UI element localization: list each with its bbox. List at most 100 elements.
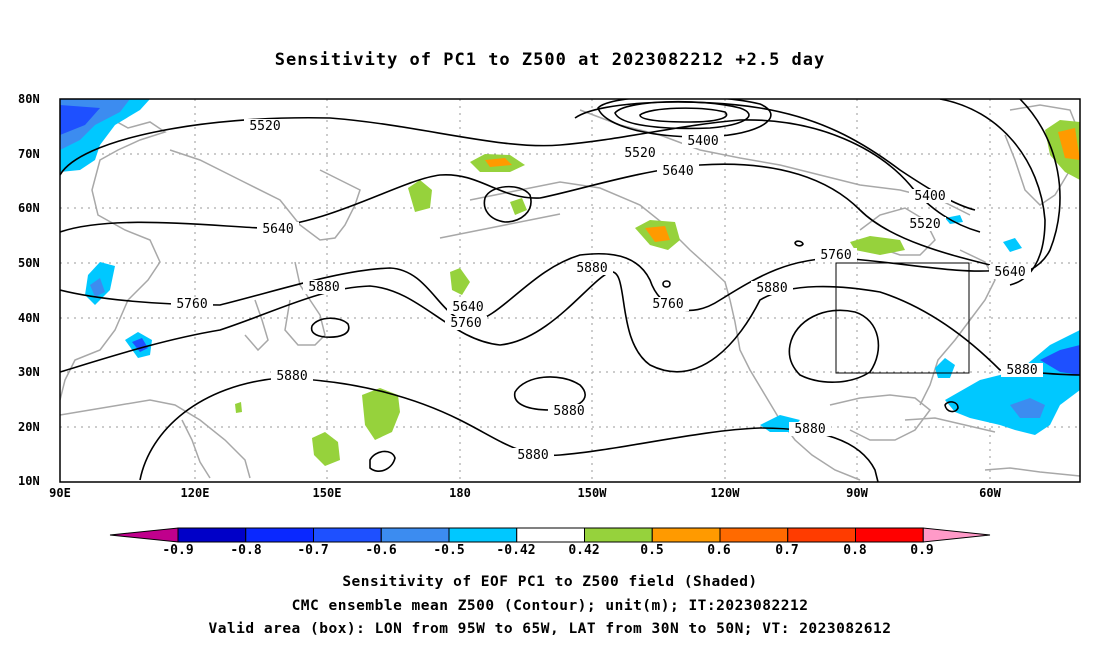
contour-5880-us-high: [788, 309, 880, 383]
contour-label-background: [904, 217, 946, 231]
coastline-south-america: [984, 467, 1080, 477]
coastline-greenland: [1004, 104, 1080, 206]
colorbar-tick-label: -0.8: [230, 543, 262, 558]
colorbar-tick-label: -0.9: [162, 543, 194, 558]
contour-label-background: [682, 134, 724, 148]
contour-label-background: [271, 369, 313, 383]
caption-line-1: Sensitivity of EOF PC1 to Z500 field (Sh…: [342, 574, 758, 590]
contour-label-background: [571, 261, 613, 275]
shade-negative-arctic-west-deep: [60, 105, 100, 135]
shade-negative-atlantic-2: [945, 330, 1080, 435]
shade-negative-atlantic-2-core: [1010, 398, 1045, 418]
contour-label-background: [303, 280, 345, 294]
shade-positive-pacific-2: [408, 180, 432, 212]
contour-label-background: [657, 164, 699, 178]
contour-cutoff-pacific: [483, 185, 532, 223]
contour-label: 5640: [452, 300, 483, 315]
lon-label: 60W: [979, 486, 1001, 500]
contour-label: 5760: [820, 248, 851, 263]
coastline-china-south: [60, 399, 251, 479]
colorbar-tick-label: -0.7: [297, 543, 329, 558]
colorbar-segment: [313, 527, 382, 543]
contour-low-arctic-1: [614, 100, 750, 130]
contour-label: 5760: [652, 297, 683, 312]
contour-5640: [60, 163, 991, 266]
lon-label: 150W: [577, 486, 607, 500]
contour-label: 5880: [756, 281, 787, 296]
colorbar-tick-label: 0.6: [707, 543, 731, 558]
contour-low-arctic-2: [639, 107, 728, 123]
colorbar-max-triangle: [922, 527, 991, 543]
z500-contours: [60, 99, 1080, 482]
graticule: [60, 99, 1080, 482]
contour-label-background: [909, 189, 951, 203]
contour-label: 5640: [262, 222, 293, 237]
lon-label: 120W: [710, 486, 740, 500]
colorbar-tick-label: -0.42: [496, 543, 536, 558]
colorbar-tick-label: -0.6: [365, 543, 397, 558]
sensitivity-shading: [60, 99, 1080, 466]
shade-negative-hudson: [1003, 238, 1022, 252]
shade-negative-pacific-west-2-core: [132, 338, 148, 352]
contour-label: 5880: [517, 448, 548, 463]
contour-label: 5520: [249, 119, 280, 134]
contour-label-background: [789, 422, 831, 436]
colorbar-segment: [719, 527, 789, 543]
shade-positive-pacific-3: [510, 198, 527, 215]
colorbar-tick-label: 0.42: [568, 543, 600, 558]
valid-area-box: [835, 262, 970, 374]
lat-label: 60N: [18, 201, 40, 215]
coastline-alaska: [469, 181, 726, 283]
lon-label: 150E: [312, 486, 342, 500]
contour-5880-pacific-cell: [514, 376, 586, 411]
shade-positive-pacific-1-core: [485, 158, 512, 167]
lon-label: 90W: [846, 486, 868, 500]
colorbar-segment: [380, 527, 450, 543]
contour-label: 5880: [1006, 363, 1037, 378]
coastline-korea: [244, 299, 269, 352]
contour-label: 5640: [994, 265, 1025, 280]
contour-label-background: [512, 448, 554, 462]
contour-label: 5640: [662, 164, 693, 179]
contour-label-background: [171, 297, 213, 311]
caption-line-2: CMC ensemble mean Z500 (Contour); unit(m…: [291, 598, 809, 614]
colorbar-tick-label: 0.8: [843, 543, 867, 558]
caption-line-3: Valid area (box): LON from 95W to 65W, L…: [208, 621, 892, 637]
contour-label-background: [647, 297, 689, 311]
coastline-east-north-america: [919, 249, 996, 406]
contour-5880-pacific-south-cell: [369, 450, 396, 472]
lon-label: 180: [449, 486, 471, 500]
contour-5880-south: [139, 377, 879, 482]
shade-positive-pacific-5: [362, 388, 400, 440]
map-background: [60, 99, 1080, 482]
contour-5880-atlantic-cell: [944, 401, 959, 413]
contour-label-layer: 5520540055205640564054005520564057605760…: [171, 119, 1043, 463]
contour-label-background: [815, 248, 857, 262]
contour-label: 5880: [576, 261, 607, 276]
colorbar-segment: [177, 527, 247, 543]
lat-label: 80N: [18, 92, 40, 106]
lat-label: 70N: [18, 147, 40, 161]
contour-label: 5760: [450, 316, 481, 331]
contour-label: 5880: [794, 422, 825, 437]
lon-label: 120E: [180, 486, 210, 500]
contour-5880-west-cell: [310, 317, 350, 338]
contour-label: 5400: [914, 189, 945, 204]
colorbar-segment: [855, 527, 924, 543]
contour-small-low-canada: [794, 240, 804, 247]
colorbar-segment: [245, 527, 314, 543]
shade-positive-gulf-alaska-core: [645, 226, 670, 242]
contour-label: 5400: [687, 134, 718, 149]
lat-label: 10N: [18, 474, 40, 488]
shade-positive-pacific-7: [235, 402, 242, 413]
lat-label: 20N: [18, 420, 40, 434]
contour-label-background: [751, 281, 793, 295]
contour-label-background: [989, 265, 1031, 279]
contour-label-background: [619, 146, 661, 160]
contour-label: 5880: [276, 369, 307, 384]
colorbar-tick-label: 0.9: [910, 543, 934, 558]
contour-label: 5760: [176, 297, 207, 312]
colorbar-segment: [448, 527, 518, 543]
coastline-gulf-mexico: [829, 394, 932, 441]
